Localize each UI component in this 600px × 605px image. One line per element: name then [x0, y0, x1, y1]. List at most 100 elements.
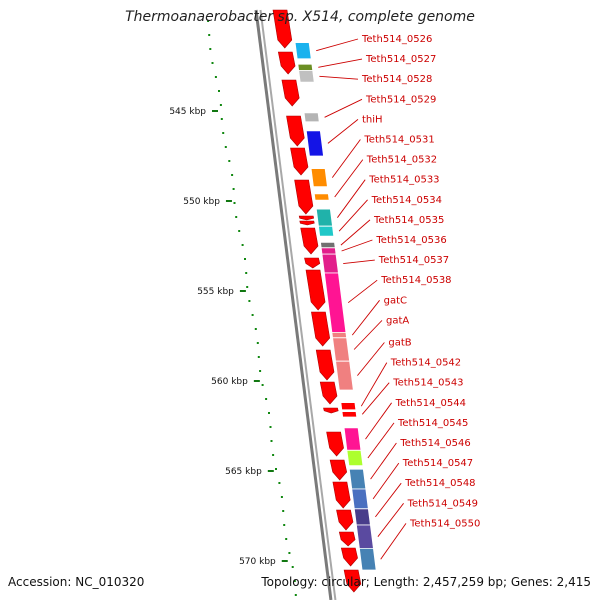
- gene-label[interactable]: Teth514_0526: [361, 34, 432, 45]
- gene-label[interactable]: Teth514_0531: [363, 135, 434, 146]
- gene-block[interactable]: [355, 524, 374, 549]
- gene-label[interactable]: Teth514_0537: [378, 255, 449, 266]
- gene-label-leader: [331, 139, 361, 178]
- genome-summary: Topology: circular; Length: 2,457,259 bp…: [261, 575, 591, 589]
- gene-label[interactable]: Teth514_0542: [390, 358, 461, 369]
- gc-dot: [280, 496, 283, 498]
- gene-label-leader: [380, 523, 407, 560]
- gene-label[interactable]: gatC: [384, 295, 407, 306]
- gene-block[interactable]: [348, 468, 367, 490]
- cds-arrow: [272, 9, 293, 49]
- gene-label[interactable]: Teth514_0544: [395, 398, 466, 409]
- gene-label[interactable]: Teth514_0527: [365, 54, 436, 65]
- cds-arrow: [281, 79, 300, 107]
- gene-label-leader: [377, 503, 404, 537]
- gene-block[interactable]: [294, 42, 312, 60]
- gc-dot: [222, 132, 225, 134]
- cds-arrow: [329, 459, 348, 481]
- gene-block[interactable]: [313, 193, 330, 201]
- gene-label[interactable]: Teth514_0533: [368, 175, 439, 186]
- gc-dot: [214, 76, 217, 78]
- gene-block[interactable]: [341, 411, 358, 418]
- gene-block[interactable]: [351, 488, 369, 510]
- gene-label-leader: [316, 38, 359, 52]
- gene-label-leader: [334, 159, 364, 198]
- gene-label-leader: [367, 422, 395, 459]
- gc-dot: [270, 440, 273, 442]
- gene-block[interactable]: [340, 402, 357, 411]
- gene-label[interactable]: thiH: [362, 114, 383, 125]
- genome-backbone: [254, 9, 337, 601]
- gene-label[interactable]: gatB: [388, 338, 411, 349]
- gc-dot: [246, 286, 249, 288]
- gene-label[interactable]: Teth514_0550: [409, 518, 480, 529]
- cds-arrow: [326, 431, 344, 457]
- gene-label[interactable]: Teth514_0538: [380, 275, 451, 286]
- gene-label[interactable]: Teth514_0547: [402, 458, 473, 469]
- gene-block[interactable]: [320, 247, 337, 255]
- accession-text: Accession: NC_010320: [8, 575, 145, 589]
- gene-block[interactable]: [331, 331, 348, 339]
- cds-arrow: [343, 569, 362, 593]
- gene-label-leader: [347, 279, 378, 304]
- gene-label[interactable]: Teth514_0548: [404, 478, 475, 489]
- gene-label[interactable]: Teth514_0543: [392, 378, 463, 389]
- gc-dot: [251, 314, 254, 316]
- gene-label[interactable]: Teth514_0546: [399, 438, 470, 449]
- gene-label[interactable]: Teth514_0529: [365, 94, 436, 105]
- gene-features: [294, 42, 377, 571]
- gene-block[interactable]: [321, 253, 339, 274]
- gene-label-leader: [338, 199, 368, 232]
- ruler-label: 555 kbp: [197, 287, 234, 297]
- gene-label[interactable]: gatA: [386, 315, 409, 326]
- gene-block[interactable]: [335, 360, 354, 391]
- cds-arrow: [315, 349, 335, 381]
- gene-label-leader: [357, 342, 385, 376]
- gc-dot: [218, 90, 220, 92]
- gene-label[interactable]: Teth514_0549: [407, 498, 478, 509]
- gene-block[interactable]: [358, 548, 377, 571]
- gc-dot: [224, 146, 227, 148]
- gc-dot: [241, 244, 244, 246]
- gc-dot: [228, 160, 231, 162]
- gene-label[interactable]: Teth514_0528: [361, 74, 432, 85]
- gene-label[interactable]: Teth514_0545: [397, 418, 468, 429]
- cds-arrow: [294, 179, 314, 215]
- backbone-line-outer: [254, 9, 333, 601]
- gene-block[interactable]: [303, 112, 320, 123]
- cds-arrow: [300, 227, 319, 255]
- gene-block[interactable]: [332, 337, 351, 362]
- gene-block[interactable]: [318, 225, 335, 237]
- gene-block[interactable]: [305, 130, 324, 157]
- map-title: Thermoanaerobacter sp. X514, complete ge…: [125, 9, 475, 25]
- gc-dot: [256, 342, 259, 344]
- gene-block[interactable]: [298, 70, 315, 83]
- gene-block[interactable]: [323, 272, 347, 333]
- cds-arrow: [319, 381, 338, 405]
- gc-dot: [238, 230, 241, 232]
- gene-label[interactable]: Teth514_0536: [375, 235, 446, 246]
- gene-block[interactable]: [343, 427, 362, 451]
- gene-block[interactable]: [297, 63, 314, 71]
- gc-dot: [261, 384, 264, 386]
- ruler-label: 570 kbp: [239, 557, 276, 567]
- cds-arrow: [277, 51, 296, 75]
- cds-arrow: [311, 311, 331, 347]
- gene-block[interactable]: [320, 241, 336, 249]
- gc-dot: [282, 510, 285, 512]
- gene-block[interactable]: [315, 208, 333, 227]
- gc-dot: [209, 48, 212, 50]
- gene-label-leader: [370, 442, 397, 480]
- gene-block[interactable]: [346, 449, 364, 467]
- gc-dot: [231, 174, 234, 176]
- gene-label[interactable]: Teth514_0532: [366, 155, 437, 166]
- gc-dot: [220, 118, 223, 120]
- gene-label[interactable]: Teth514_0534: [371, 195, 442, 206]
- gene-label[interactable]: Teth514_0535: [373, 215, 444, 226]
- gene-block[interactable]: [310, 168, 328, 188]
- ruler-label: 545 kbp: [169, 107, 206, 117]
- gene-block[interactable]: [353, 508, 371, 526]
- cds-arrow: [290, 147, 309, 176]
- cds-arrow: [305, 269, 326, 311]
